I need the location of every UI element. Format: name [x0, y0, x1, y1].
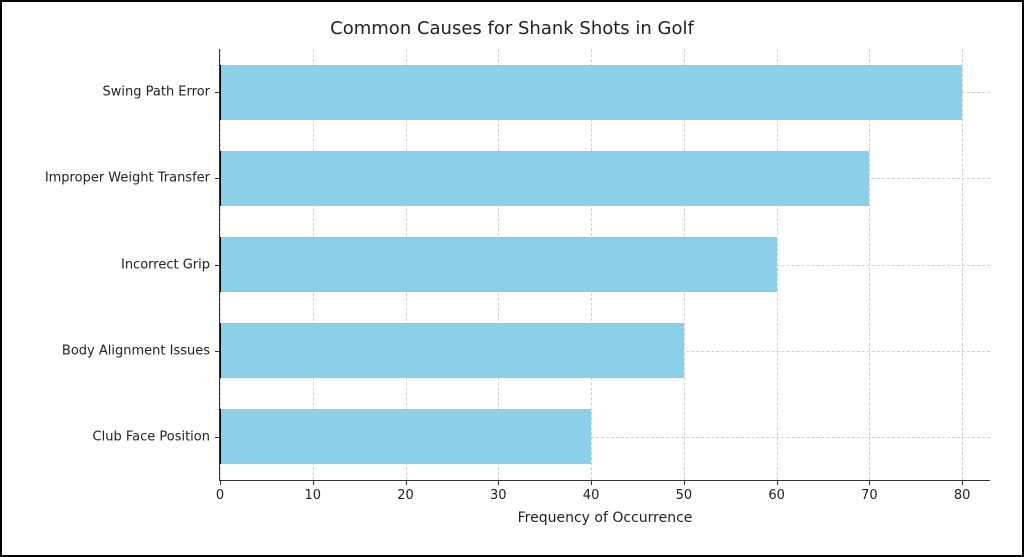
bar-fill: [220, 323, 684, 378]
bar-fill: [220, 151, 869, 206]
bar-fill: [220, 409, 591, 464]
xtick-label: 80: [954, 480, 971, 503]
xtick-label: 10: [304, 480, 321, 503]
ytick-label: Club Face Position: [93, 429, 220, 444]
xtick-label: 30: [490, 480, 507, 503]
xtick-label: 50: [676, 480, 693, 503]
x-axis-label: Frequency of Occurrence: [518, 480, 693, 526]
xtick-label: 20: [397, 480, 414, 503]
bar: [220, 65, 962, 120]
chart-title: Common Causes for Shank Shots in Golf: [34, 18, 990, 39]
bar: [220, 237, 777, 292]
bar-fill: [220, 237, 777, 292]
ytick-label: Incorrect Grip: [121, 257, 220, 272]
xtick-label: 70: [861, 480, 878, 503]
plot-area: Frequency of Occurrence 0102030405060708…: [219, 49, 990, 481]
xtick-label: 0: [216, 480, 224, 503]
bar: [220, 409, 591, 464]
ytick-label: Swing Path Error: [103, 85, 221, 100]
ytick-label: Body Alignment Issues: [62, 343, 220, 358]
ytick-label: Improper Weight Transfer: [45, 171, 220, 186]
bar: [220, 323, 684, 378]
xtick-label: 40: [583, 480, 600, 503]
bar-fill: [220, 65, 962, 120]
xtick-label: 60: [768, 480, 785, 503]
outer-frame: Common Causes for Shank Shots in Golf Fr…: [0, 0, 1024, 557]
bar: [220, 151, 869, 206]
chart-container: Common Causes for Shank Shots in Golf Fr…: [34, 18, 990, 525]
